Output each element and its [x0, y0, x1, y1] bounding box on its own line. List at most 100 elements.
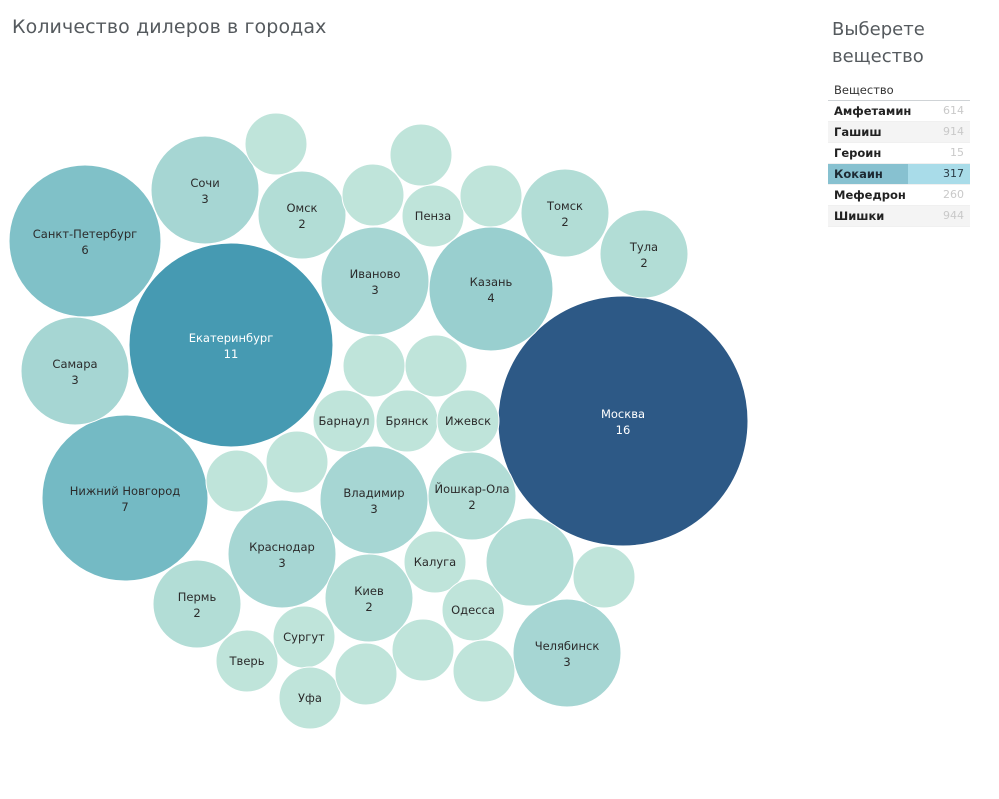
- bubble-city-label: Пермь: [178, 590, 217, 604]
- bubble-value-label: 3: [371, 283, 378, 297]
- bubble-city[interactable]: [150, 135, 260, 245]
- bubble-city[interactable]: [41, 414, 209, 582]
- bubble-city[interactable]: [441, 578, 505, 642]
- bubble-value-label: 3: [71, 373, 78, 387]
- filter-item-count: 317: [943, 167, 964, 180]
- bubble-unlabeled[interactable]: [572, 545, 636, 609]
- bubble-city[interactable]: [215, 629, 279, 693]
- filter-title: Выберете вещество: [832, 19, 925, 67]
- substance-filter[interactable]: Выберете вещество Вещество Амфетамин 614 Г…: [828, 16, 970, 227]
- bubble-city-label: Барнаул: [319, 414, 370, 428]
- filter-item-count: 260: [943, 188, 964, 201]
- bubble-city[interactable]: [403, 530, 467, 594]
- filter-item-label: Гашиш: [834, 125, 882, 139]
- bubble-unlabeled[interactable]: [404, 334, 468, 398]
- filter-item-label: Кокаин: [834, 167, 883, 181]
- bubble-value-label: 3: [563, 655, 570, 669]
- bubble-city-label: Тула: [629, 240, 658, 254]
- bubble-city-label: Уфа: [298, 691, 322, 705]
- bubble-city-label: Екaтеринбург: [189, 331, 274, 345]
- bubble-unlabeled[interactable]: [459, 164, 523, 228]
- filter-item[interactable]: Шишки 944: [828, 206, 970, 227]
- bubble-city[interactable]: [227, 499, 337, 609]
- bubble-unlabeled[interactable]: [341, 163, 405, 227]
- bubble-unlabeled[interactable]: [244, 112, 308, 176]
- filter-item[interactable]: Гашиш 914: [828, 122, 970, 143]
- bubble-value-label: 3: [370, 502, 377, 516]
- filter-item[interactable]: Мефедрон 260: [828, 185, 970, 206]
- filter-item-label: Амфетамин: [834, 104, 912, 118]
- bubble-city[interactable]: [320, 226, 430, 336]
- filter-item-count: 15: [950, 146, 964, 159]
- bubble-unlabeled[interactable]: [205, 449, 269, 513]
- bubble-city-label: Сочи: [190, 176, 219, 190]
- bubble-unlabeled[interactable]: [342, 334, 406, 398]
- bubble-city-label: Ижевск: [445, 414, 491, 428]
- filter-item[interactable]: Кокаин 317: [828, 164, 970, 185]
- bubble-city[interactable]: [312, 389, 376, 453]
- bubble-city-label: Одесса: [451, 603, 495, 617]
- bubble-city-label: Иваново: [350, 267, 401, 281]
- filter-item-count: 914: [943, 125, 964, 138]
- bubble-unlabeled[interactable]: [485, 517, 575, 607]
- filter-item-count: 614: [943, 104, 964, 117]
- bubble-unlabeled[interactable]: [391, 618, 455, 682]
- filter-item-label: Шишки: [834, 209, 885, 223]
- bubble-city[interactable]: [497, 295, 749, 547]
- filter-list: Амфетамин 614 Гашиш 914 Героин 15 Кокаин 317 Меф…: [828, 101, 970, 227]
- bubble-city[interactable]: [324, 553, 414, 643]
- bubble-city-label: Калуга: [414, 555, 456, 569]
- bubble-value-label: 2: [561, 215, 568, 229]
- bubble-city[interactable]: [257, 170, 347, 260]
- bubble-unlabeled[interactable]: [389, 123, 453, 187]
- filter-header: Вещество: [828, 82, 970, 101]
- filter-item-label: Героин: [834, 146, 882, 160]
- bubble-city[interactable]: [152, 559, 242, 649]
- bubble-city-label: Самара: [52, 357, 97, 371]
- bubble-value-label: 16: [616, 423, 631, 437]
- bubble-city-label: Йошкар-Ола: [434, 481, 509, 496]
- bubble-city-label: Нижний Новгород: [70, 484, 180, 498]
- bubble-value-label: 2: [365, 600, 372, 614]
- bubble-city[interactable]: [401, 184, 465, 248]
- bubble-city[interactable]: [436, 389, 500, 453]
- page-title: Количество дилеров в городах: [12, 16, 327, 38]
- filter-item-count: 944: [943, 209, 964, 222]
- bubble-city-label: Пенза: [415, 209, 451, 223]
- bubble-city[interactable]: [512, 598, 622, 708]
- bubble-city[interactable]: [128, 242, 334, 448]
- bubble-city-label: Москва: [601, 407, 645, 421]
- bubble-value-label: 7: [121, 500, 128, 514]
- bubble-city[interactable]: [599, 209, 689, 299]
- bubble-value-label: 6: [81, 243, 88, 257]
- bubble-city-label: Казань: [470, 275, 513, 289]
- bubble-city-label: Сургут: [283, 630, 325, 644]
- filter-item[interactable]: Амфетамин 614: [828, 101, 970, 122]
- bubble-value-label: 2: [468, 498, 475, 512]
- bubble-city-label: Брянск: [386, 414, 429, 428]
- bubble-city[interactable]: [278, 666, 342, 730]
- bubble-city-label: Омск: [287, 201, 318, 215]
- bubble-city-label: Челябинск: [535, 639, 600, 653]
- bubble-city-label: Томск: [546, 199, 583, 213]
- filter-item-label: Мефедрон: [834, 188, 906, 202]
- bubble-unlabeled[interactable]: [334, 642, 398, 706]
- bubble-unlabeled[interactable]: [452, 639, 516, 703]
- bubble-city[interactable]: [428, 226, 554, 352]
- bubble-city-label: Тверь: [229, 654, 265, 668]
- bubble-city[interactable]: [20, 316, 130, 426]
- bubble-city[interactable]: [8, 164, 162, 318]
- bubble-value-label: 2: [193, 606, 200, 620]
- bubble-city-label: Краснодар: [249, 540, 315, 554]
- bubble-unlabeled[interactable]: [265, 430, 329, 494]
- filter-item[interactable]: Героин 15: [828, 143, 970, 164]
- bubble-city[interactable]: [520, 168, 610, 258]
- bubble-chart[interactable]: Москва 16 Екaтеринбург 11 Нижний Новгород 7 Са…: [0, 0, 800, 799]
- bubble-value-label: 4: [487, 291, 494, 305]
- bubble-value-label: 2: [640, 256, 647, 270]
- bubble-city-label: Санкт-Петербург: [33, 227, 137, 241]
- bubble-city[interactable]: [319, 445, 429, 555]
- bubble-city-label: Владимир: [343, 486, 404, 500]
- bubble-value-label: 11: [224, 347, 239, 361]
- bubble-value-label: 3: [278, 556, 285, 570]
